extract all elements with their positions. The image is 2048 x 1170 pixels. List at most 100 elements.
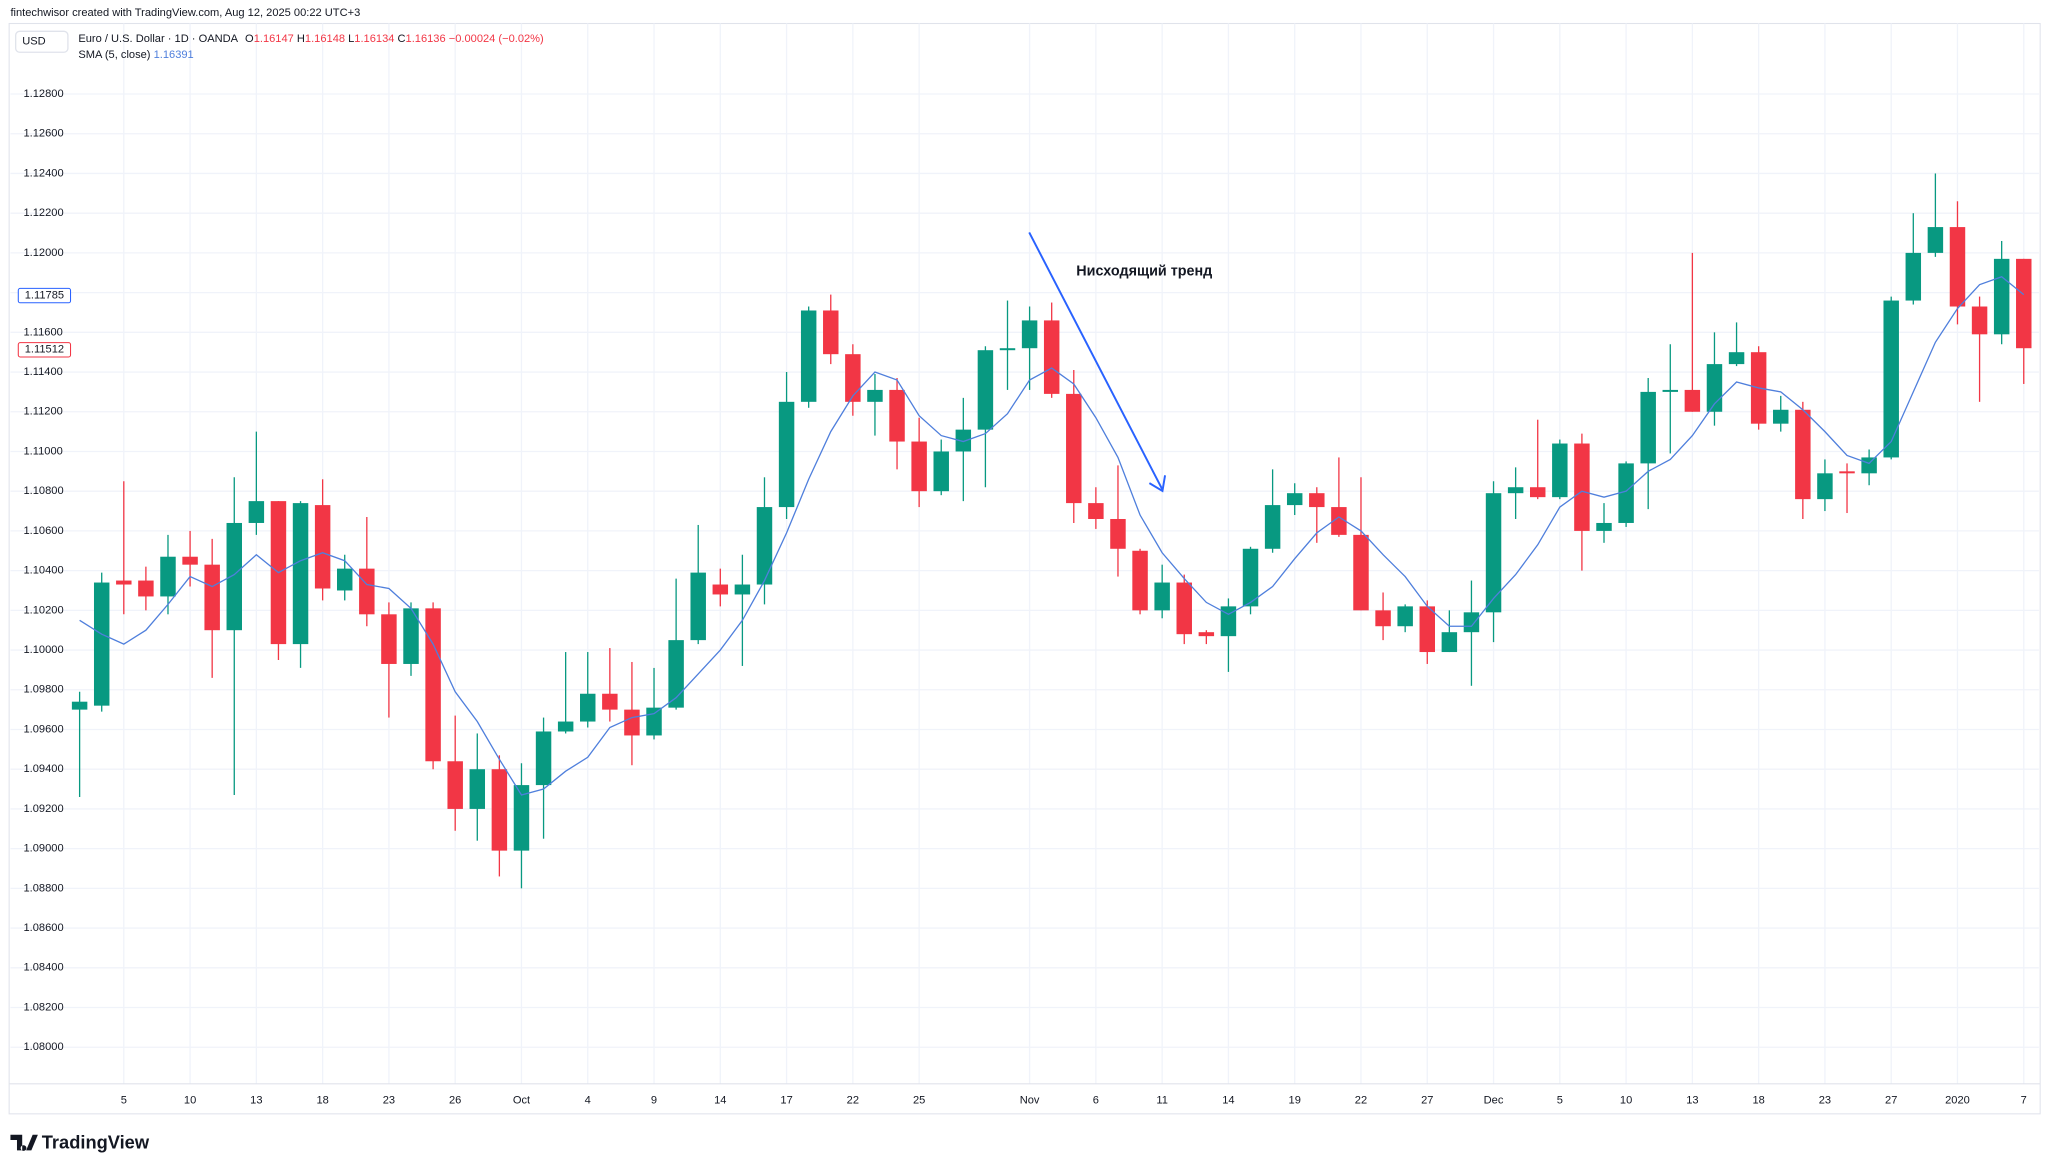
indicator-legend: SMA (5, close) 1.16391 (78, 49, 193, 61)
logo-icon (10, 1134, 38, 1151)
candle-body (447, 761, 463, 809)
y-tick-label: 1.09200 (24, 803, 64, 815)
candle-body (1618, 463, 1634, 523)
trend-arrow (1028, 231, 1164, 491)
candle-body (1242, 548, 1259, 607)
candle-body (1574, 443, 1590, 531)
x-tick-label: 13 (1686, 1095, 1698, 1107)
y-tick-label: 1.12400 (24, 167, 64, 179)
candle-body (292, 503, 309, 645)
y-tick-label: 1.08000 (24, 1041, 64, 1053)
y-tick-label: 1.10400 (24, 565, 64, 577)
candle-body (1066, 393, 1082, 504)
candle-body (1043, 320, 1060, 394)
credit: fintechwisor created with TradingView.co… (10, 7, 360, 19)
price-marker-box (17, 287, 72, 304)
x-tick-label: 14 (1222, 1095, 1234, 1107)
candle-body (557, 721, 574, 732)
candle-body (1927, 227, 1944, 253)
candle-body (1264, 505, 1281, 549)
currency[interactable]: USD (22, 36, 45, 48)
y-tick-label: 1.09800 (24, 684, 64, 696)
x-tick-label: 10 (184, 1095, 196, 1107)
candle-body (1773, 409, 1789, 424)
candle-body (1485, 493, 1502, 613)
y-tick-label: 1.10600 (24, 525, 64, 537)
candle-body (381, 614, 397, 664)
ohlc-value: 1.16147 (254, 33, 294, 45)
x-tick-label: Dec (1484, 1095, 1504, 1107)
candle-body (1728, 352, 1745, 365)
candle-body (71, 701, 88, 710)
y-tick-label: 1.08800 (24, 882, 64, 894)
candle-body (1993, 258, 2010, 335)
candle-body (1176, 582, 1192, 635)
ohlc-value: 1.16136 (406, 33, 446, 45)
candle-body (491, 769, 508, 851)
ohlc-key: L (348, 33, 354, 45)
price-marker-label: 1.11512 (25, 344, 64, 356)
candle-body (1419, 606, 1435, 653)
candle-body (513, 785, 530, 851)
candle-body (248, 501, 265, 523)
x-tick-label: 10 (1620, 1095, 1632, 1107)
candle-body (1839, 471, 1855, 474)
symbol-legend: Euro / U.S. Dollar · 1D · OANDA O1.16147… (78, 33, 543, 45)
candle-body (1021, 320, 1038, 349)
candle-body (1640, 391, 1656, 464)
candle-body (1375, 610, 1391, 627)
candle-body (624, 709, 640, 736)
x-tick-label: 6 (1093, 1095, 1099, 1107)
candle-body (1552, 443, 1568, 498)
ohlc-key: H (297, 33, 305, 45)
candle-body (1684, 389, 1701, 412)
y-tick-label: 1.09600 (24, 723, 64, 735)
candle-body (1309, 493, 1325, 508)
candle-body (1662, 389, 1679, 392)
plot-area: 1.08000 1.08200 1.08400 1.08600 1.08800 1.090… (9, 23, 2041, 1107)
candle-body (1795, 409, 1811, 500)
y-tick-label: 1.12200 (24, 207, 64, 219)
candle-body (359, 568, 375, 615)
x-tick-label: Oct (513, 1095, 530, 1107)
x-tick-label: 22 (847, 1095, 859, 1107)
annotation: Нисходящий тренд (1076, 263, 1212, 279)
y-tick-label: 1.12000 (24, 247, 64, 259)
candle-body (602, 693, 618, 710)
candle-body (977, 350, 994, 430)
brand: TradingView (42, 1132, 150, 1153)
y-tick-label: 1.10000 (24, 644, 64, 656)
currency-box[interactable] (15, 30, 69, 53)
y-tick-label: 1.09000 (24, 843, 64, 855)
x-tick-label: 27 (1885, 1095, 1897, 1107)
x-tick-label: 11 (1156, 1095, 1168, 1107)
candle-body (580, 693, 596, 722)
candle-body (1596, 522, 1612, 531)
indicator-name: SMA (5, close) (78, 49, 150, 61)
candle-body (469, 769, 486, 809)
symbol: Euro / U.S. Dollar · 1D · OANDA (78, 33, 238, 45)
candle-body (1286, 493, 1303, 506)
candle-body (116, 580, 132, 585)
x-tick-label: 7 (2021, 1095, 2027, 1107)
x-tick-label: 25 (913, 1095, 925, 1107)
candle-body (138, 580, 154, 597)
candle-body (911, 441, 927, 492)
y-tick-label: 1.11000 (24, 445, 63, 457)
candle-body (403, 608, 419, 664)
x-tick-label: 23 (1819, 1095, 1831, 1107)
price-marker-label: 1.11785 (25, 290, 64, 302)
candle-body (999, 348, 1016, 351)
x-tick-label: 13 (250, 1095, 262, 1107)
y-tick-label: 1.12800 (24, 88, 64, 100)
candle-body (535, 731, 552, 786)
candle-body (778, 401, 795, 508)
ohlc-value: 1.16134 (354, 33, 394, 45)
x-tick-label: 22 (1355, 1095, 1367, 1107)
candle-body (800, 310, 817, 402)
sma-line (79, 275, 2025, 796)
candle-body (1463, 612, 1480, 633)
candle-body (1441, 632, 1458, 653)
candle-body (690, 572, 706, 641)
